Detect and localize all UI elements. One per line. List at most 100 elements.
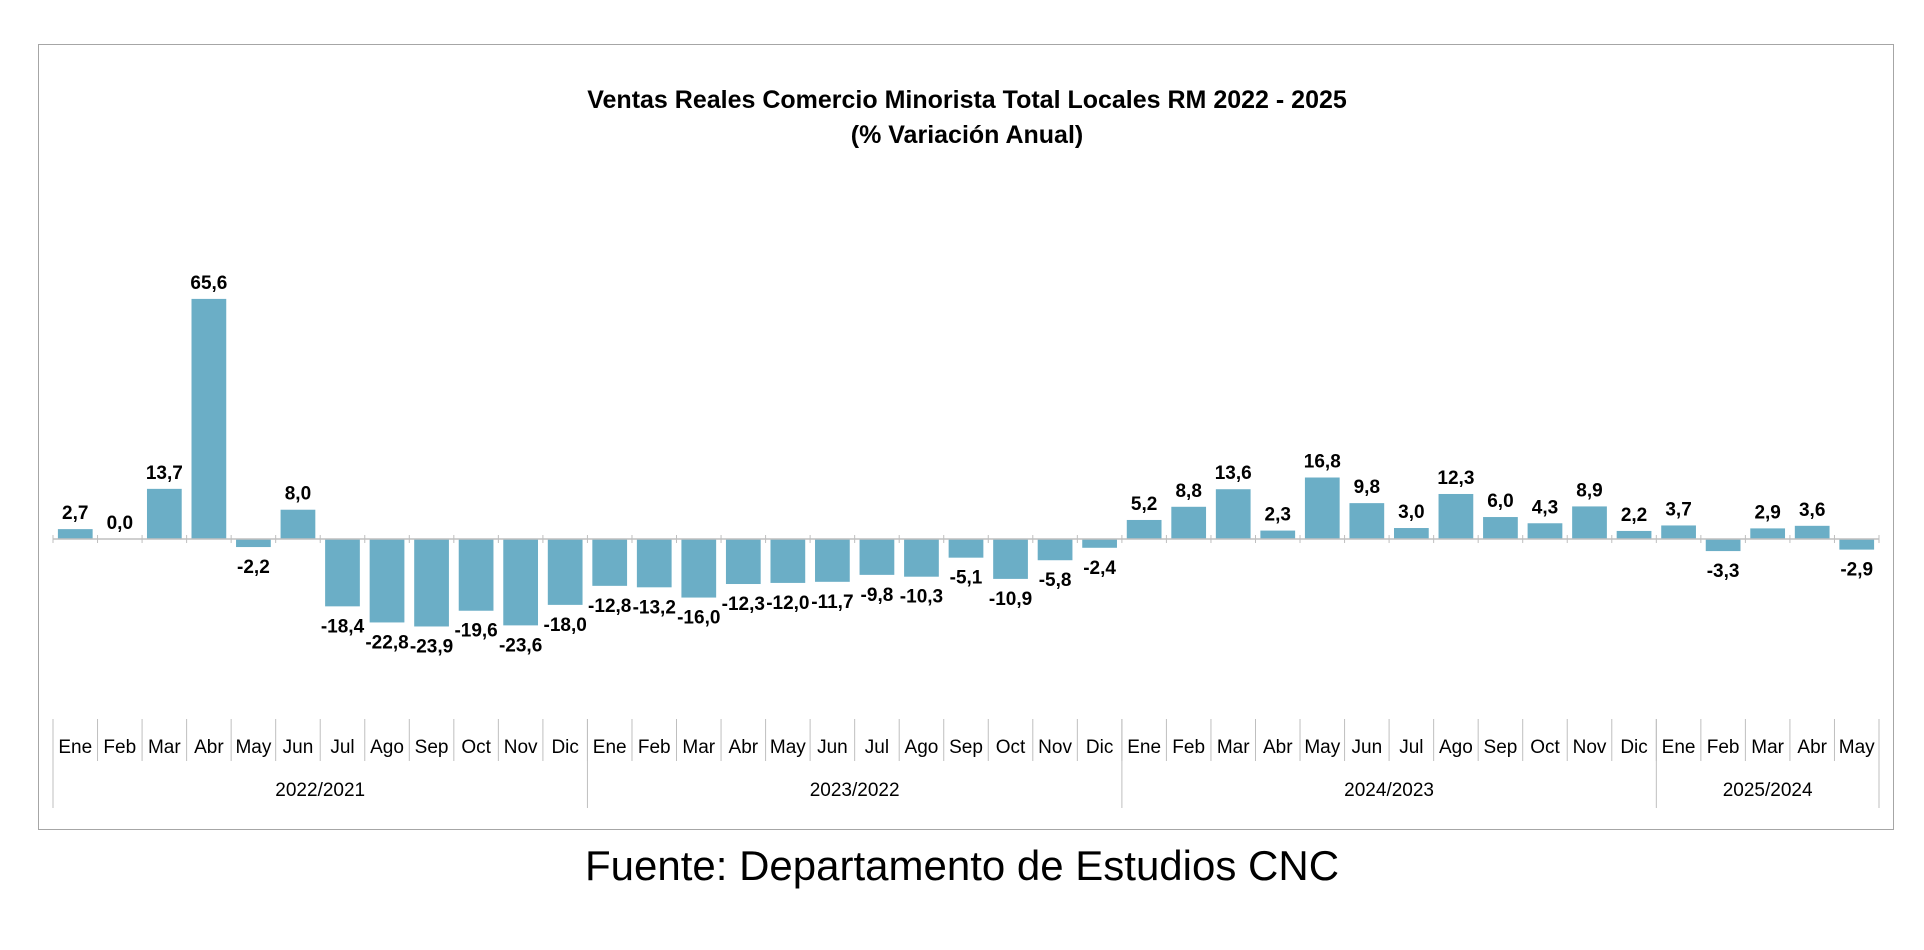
bar — [1705, 539, 1741, 552]
data-label: -12,3 — [722, 594, 765, 615]
data-labels-layer: 2,7 0,0 13,7 65,6 -2,2 8,0 -18,4-22,8 -23,9-19,… — [62, 273, 1873, 658]
bar — [1393, 528, 1429, 539]
bar — [458, 539, 494, 611]
data-label: 9,8 — [1354, 477, 1380, 498]
bar — [770, 539, 806, 583]
data-label: 3,0 — [1398, 502, 1424, 523]
data-label: -3,3 — [1707, 561, 1740, 582]
source-note: Fuente: Departamento de Estudios CNC — [584, 842, 1340, 889]
axis-layer — [52, 535, 1880, 543]
category-label: Feb — [638, 737, 671, 758]
bar — [1349, 503, 1385, 539]
data-label: 3,7 — [1665, 499, 1691, 520]
bar — [191, 298, 227, 539]
data-label: -19,6 — [454, 621, 497, 642]
category-label: Ene — [1127, 737, 1161, 758]
category-label: Jul — [330, 737, 354, 758]
data-label: -10,3 — [900, 587, 943, 608]
data-label: 13,7 — [146, 463, 183, 484]
category-label: Mar — [148, 737, 181, 758]
category-label: Dic — [551, 737, 578, 758]
bar — [1483, 517, 1518, 539]
category-label: Ene — [58, 737, 92, 758]
data-label: -12,0 — [766, 593, 809, 614]
category-label: Sep — [415, 737, 449, 758]
category-label: May — [1304, 737, 1340, 758]
bar — [1572, 506, 1607, 539]
group-label: 2025/2024 — [1723, 780, 1813, 801]
category-label: Ago — [370, 737, 404, 758]
data-label: 65,6 — [190, 273, 227, 294]
category-label: Sep — [1484, 737, 1518, 758]
bar — [1171, 506, 1207, 539]
data-label: 16,8 — [1304, 452, 1341, 473]
category-label: Ago — [1439, 737, 1473, 758]
category-label: Ago — [905, 737, 939, 758]
category-label: Oct — [1530, 737, 1560, 758]
bar — [1839, 539, 1875, 550]
data-label: -2,9 — [1840, 560, 1873, 581]
data-label: -5,1 — [950, 568, 983, 589]
bar — [547, 539, 583, 605]
data-label: 0,0 — [107, 513, 133, 534]
data-label: 4,3 — [1532, 497, 1558, 518]
bar — [1037, 539, 1073, 561]
bar — [325, 539, 360, 607]
bar — [1750, 528, 1786, 539]
bar — [636, 539, 672, 588]
bar — [592, 539, 628, 586]
category-label: Ene — [593, 737, 627, 758]
group-label: 2022/2021 — [275, 780, 365, 801]
data-label: -16,0 — [677, 608, 720, 629]
data-label: 2,7 — [62, 503, 88, 524]
bar — [1527, 523, 1563, 539]
bar — [948, 539, 984, 558]
category-label: Oct — [461, 737, 491, 758]
category-label: Mar — [682, 737, 715, 758]
bar — [904, 539, 939, 577]
category-label: Mar — [1751, 737, 1784, 758]
bar — [1438, 493, 1474, 539]
category-label: Mar — [1217, 737, 1250, 758]
group-label: 2024/2023 — [1344, 780, 1434, 801]
category-label: Oct — [996, 737, 1026, 758]
category-axis-layer: Ene Feb Mar Abr May Jun Jul Ago Sep Oct Nov Dic Ene F… — [52, 719, 1880, 808]
category-label: Abr — [194, 737, 224, 758]
bar — [993, 539, 1028, 579]
category-label: Jul — [1399, 737, 1423, 758]
data-label: 8,0 — [285, 484, 311, 505]
bar — [280, 509, 316, 539]
data-label: -2,4 — [1083, 558, 1116, 579]
category-label: Dic — [1620, 737, 1647, 758]
category-label: Feb — [103, 737, 136, 758]
bar — [1126, 519, 1162, 539]
data-label: 13,6 — [1215, 463, 1252, 484]
category-label: Nov — [504, 737, 538, 758]
bar — [146, 488, 182, 539]
data-label: 2,3 — [1265, 505, 1291, 526]
category-label: Feb — [1172, 737, 1205, 758]
bars-layer — [57, 298, 1875, 627]
bar-chart: Ventas Reales Comercio Minorista Total L… — [52, 86, 1880, 808]
data-label: -11,7 — [811, 592, 853, 613]
bar — [1260, 530, 1296, 539]
data-label: 3,6 — [1799, 500, 1825, 521]
bar — [1304, 477, 1340, 539]
chart-area: Ventas Reales Comercio Minorista Total L… — [38, 44, 1894, 830]
bar — [1082, 539, 1117, 548]
data-label: -10,9 — [989, 589, 1032, 610]
bar — [815, 539, 850, 582]
group-label: 2023/2022 — [810, 780, 900, 801]
bar — [1616, 530, 1652, 539]
bar — [725, 539, 761, 585]
chart-subtitle: (% Variación Anual) — [851, 121, 1083, 149]
bar — [369, 539, 405, 623]
category-label: Sep — [949, 737, 983, 758]
category-label: May — [235, 737, 271, 758]
data-label: 12,3 — [1437, 468, 1474, 489]
bar — [1794, 525, 1830, 539]
category-label: Ene — [1662, 737, 1696, 758]
data-label: 8,9 — [1576, 480, 1602, 501]
bar — [503, 539, 539, 626]
data-label: 5,2 — [1131, 494, 1157, 515]
